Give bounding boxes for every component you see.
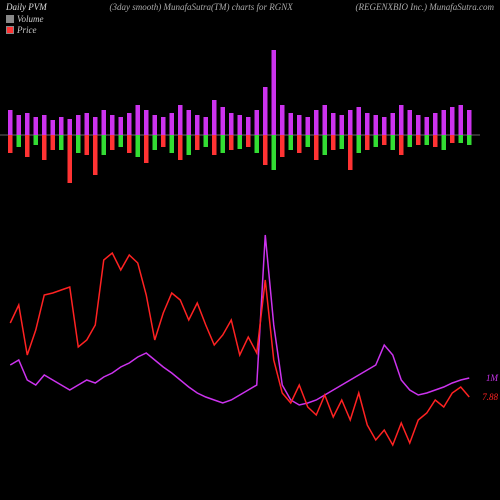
price-end-label: 7.88 (482, 392, 498, 402)
legend-volume-label: Volume (17, 14, 44, 24)
legend-price-box (6, 26, 14, 34)
legend-price: Price (6, 25, 44, 35)
volume-end-label: 1M (486, 373, 498, 383)
legend-volume-box (6, 15, 14, 23)
legend: Volume Price (6, 14, 44, 36)
chart-svg (0, 45, 480, 485)
header-left: Daily PVM (6, 2, 47, 12)
chart-header: Daily PVM (3day smooth) MunafaSutra(TM) … (0, 0, 500, 14)
legend-volume: Volume (6, 14, 44, 24)
legend-price-label: Price (17, 25, 37, 35)
header-center: (3day smooth) MunafaSutra(TM) charts for… (110, 2, 293, 12)
header-right: (REGENXBIO Inc.) MunafaSutra.com (356, 2, 494, 12)
